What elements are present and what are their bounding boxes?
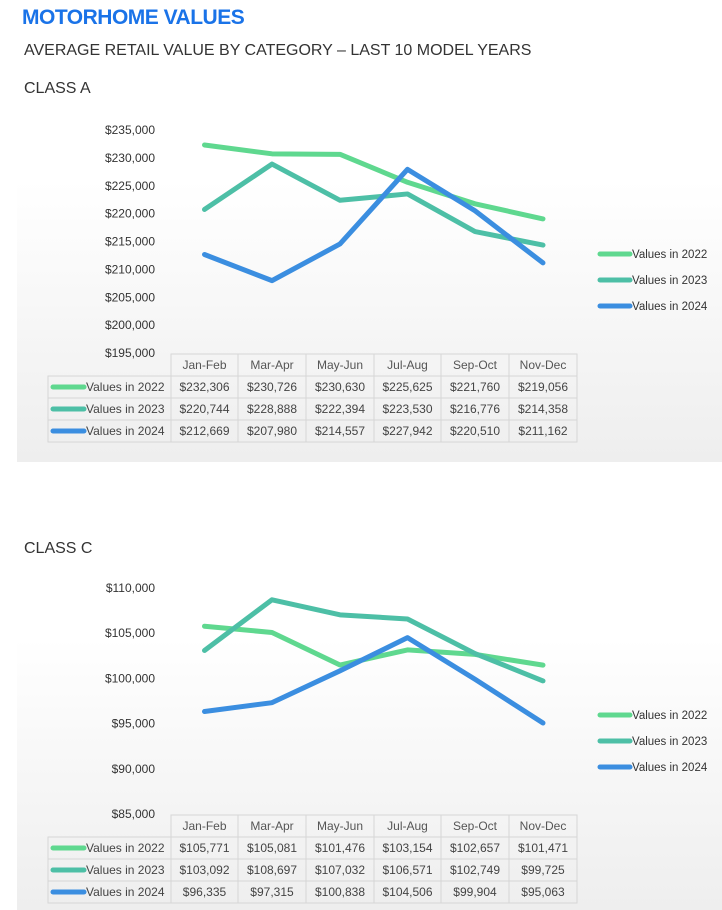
x-category-label: Jan-Feb — [182, 358, 226, 372]
table-cell: $232,306 — [179, 380, 229, 394]
series-line-2022 — [202, 142, 546, 222]
table-cell: $220,510 — [450, 424, 500, 438]
table-cell: $96,335 — [183, 885, 227, 899]
series-line-2023 — [202, 597, 546, 684]
y-tick-label: $85,000 — [112, 807, 156, 821]
table-cell: $222,394 — [315, 402, 365, 416]
table-cell: $225,625 — [382, 380, 432, 394]
table-row-label: Values in 2022 — [86, 841, 165, 855]
table-cell: $105,771 — [179, 841, 229, 855]
table-cell: $95,063 — [521, 885, 565, 899]
legend-label: Values in 2022 — [632, 710, 707, 722]
class-c-heading: CLASS C — [24, 540, 93, 557]
x-category-label: Jul-Aug — [387, 819, 428, 833]
y-tick-label: $100,000 — [105, 671, 155, 685]
legend-label: Values in 2023 — [632, 275, 707, 287]
table-cell: $101,476 — [315, 841, 365, 855]
table-cell: $221,760 — [450, 380, 500, 394]
legend-label: Values in 2022 — [632, 249, 707, 261]
table-cell: $230,630 — [315, 380, 365, 394]
class-c-chart: $85,000 $90,000 $95,000 $100,000 $105,000 $11… — [47, 581, 708, 904]
table-cell: $228,888 — [247, 402, 297, 416]
legend-label: Values in 2023 — [632, 736, 707, 748]
x-category-label: Mar-Apr — [250, 358, 293, 372]
data-table: Jan-Feb Mar-Apr May-Jun Jul-Aug Sep-Oct Nov-D… — [47, 353, 578, 443]
class-a-chart-panel: $195,000 $200,000 $205,000 $210,000 $215,000… — [17, 110, 722, 462]
y-tick-label: $200,000 — [105, 318, 155, 332]
table-cell: $99,725 — [521, 863, 565, 877]
y-tick-label: $230,000 — [105, 151, 155, 165]
class-a-heading: CLASS A — [24, 80, 91, 97]
table-cell: $104,506 — [382, 885, 432, 899]
y-tick-label: $205,000 — [105, 290, 155, 304]
table-cell: $214,358 — [518, 402, 568, 416]
table-row-label: Values in 2023 — [86, 402, 165, 416]
x-category-label: May-Jun — [317, 819, 363, 833]
y-tick-label: $90,000 — [112, 762, 156, 776]
table-row-label: Values in 2024 — [86, 885, 165, 899]
x-category-label: Mar-Apr — [250, 819, 293, 833]
table-row-label: Values in 2022 — [86, 380, 165, 394]
y-tick-label: $105,000 — [105, 626, 155, 640]
y-tick-label: $220,000 — [105, 207, 155, 221]
table-cell: $219,056 — [518, 380, 568, 394]
table-cell: $216,776 — [450, 402, 500, 416]
y-tick-label: $225,000 — [105, 179, 155, 193]
table-cell: $106,571 — [382, 863, 432, 877]
page-subtitle: AVERAGE RETAIL VALUE BY CATEGORY – LAST … — [24, 42, 532, 59]
x-category-label: Nov-Dec — [520, 358, 567, 372]
series-line-2023 — [202, 161, 546, 248]
table-row-label: Values in 2023 — [86, 863, 165, 877]
series-line-2024 — [202, 635, 546, 726]
y-tick-label: $215,000 — [105, 235, 155, 249]
table-cell: $214,557 — [315, 424, 365, 438]
y-tick-label: $110,000 — [106, 581, 155, 595]
x-category-label: Jan-Feb — [182, 819, 226, 833]
legend-label: Values in 2024 — [632, 301, 708, 313]
table-cell: $212,669 — [179, 424, 229, 438]
table-cell: $211,162 — [518, 424, 567, 438]
class-c-chart-panel: $85,000 $90,000 $95,000 $100,000 $105,000 $11… — [17, 570, 722, 910]
table-cell: $105,081 — [247, 841, 297, 855]
table-cell: $102,749 — [450, 863, 500, 877]
y-tick-label: $95,000 — [112, 717, 156, 731]
table-cell: $100,838 — [315, 885, 365, 899]
legend-label: Values in 2024 — [632, 762, 708, 774]
table-cell: $101,471 — [518, 841, 568, 855]
page-title: MOTORHOME VALUES — [22, 6, 245, 29]
y-tick-label: $210,000 — [105, 262, 155, 276]
x-category-label: Sep-Oct — [453, 358, 498, 372]
table-cell: $223,530 — [382, 402, 432, 416]
table-cell: $230,726 — [247, 380, 297, 394]
table-cell: $99,904 — [453, 885, 497, 899]
x-category-label: Jul-Aug — [387, 358, 428, 372]
table-cell: $207,980 — [247, 424, 297, 438]
x-category-label: Nov-Dec — [520, 819, 567, 833]
table-cell: $103,092 — [179, 863, 229, 877]
table-cell: $220,744 — [179, 402, 229, 416]
series-line-2024 — [202, 166, 546, 284]
table-cell: $107,032 — [315, 863, 365, 877]
table-cell: $103,154 — [382, 841, 432, 855]
class-a-chart: $195,000 $200,000 $205,000 $210,000 $215,000… — [47, 123, 708, 443]
table-cell: $227,942 — [382, 424, 432, 438]
x-category-label: Sep-Oct — [453, 819, 498, 833]
table-cell: $97,315 — [250, 885, 294, 899]
table-cell: $108,697 — [247, 863, 297, 877]
y-tick-label: $195,000 — [105, 346, 155, 360]
x-category-label: May-Jun — [317, 358, 363, 372]
table-row-label: Values in 2024 — [86, 424, 165, 438]
y-tick-label: $235,000 — [105, 123, 155, 137]
table-cell: $102,657 — [450, 841, 500, 855]
data-table: Jan-Feb Mar-Apr May-Jun Jul-Aug Sep-Oct Nov-D… — [47, 814, 578, 904]
